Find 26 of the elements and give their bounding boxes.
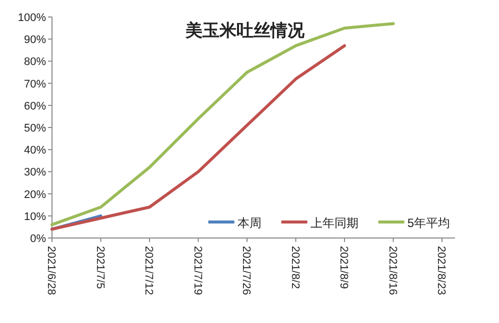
y-tick-label: 90%: [24, 34, 46, 46]
x-tick-label: 2021/6/28: [45, 246, 57, 295]
x-tick-label: 2021/7/5: [94, 246, 106, 289]
y-tick-label: 60%: [24, 100, 46, 112]
x-tick-label: 2021/7/26: [240, 246, 252, 295]
y-tick-label: 40%: [24, 144, 46, 157]
chart-title: 美玉米吐丝情况: [184, 21, 306, 41]
legend-label: 上年同期: [310, 216, 358, 230]
legend-label: 5年平均: [407, 216, 450, 230]
x-tick-label: 2021/8/23: [435, 246, 447, 295]
legend-label: 本周: [237, 216, 262, 230]
y-tick-label: 100%: [18, 12, 46, 24]
x-tick-label: 2021/8/16: [386, 246, 398, 295]
line-series: [50, 44, 346, 231]
y-tick-label: 70%: [24, 78, 46, 90]
y-tick-label: 80%: [24, 56, 46, 68]
y-tick-label: 30%: [24, 166, 46, 179]
x-tick-label: 2021/8/9: [338, 246, 350, 289]
y-tick-label: 0%: [30, 233, 46, 245]
y-tick-label: 10%: [24, 210, 46, 223]
x-tick-label: 2021/7/19: [191, 246, 204, 295]
x-tick-label: 2021/8/2: [288, 246, 301, 289]
line-series: [50, 22, 395, 226]
y-tick-label: 20%: [24, 188, 46, 201]
y-tick-label: 50%: [24, 122, 46, 134]
x-tick-label: 2021/7/12: [142, 246, 154, 295]
